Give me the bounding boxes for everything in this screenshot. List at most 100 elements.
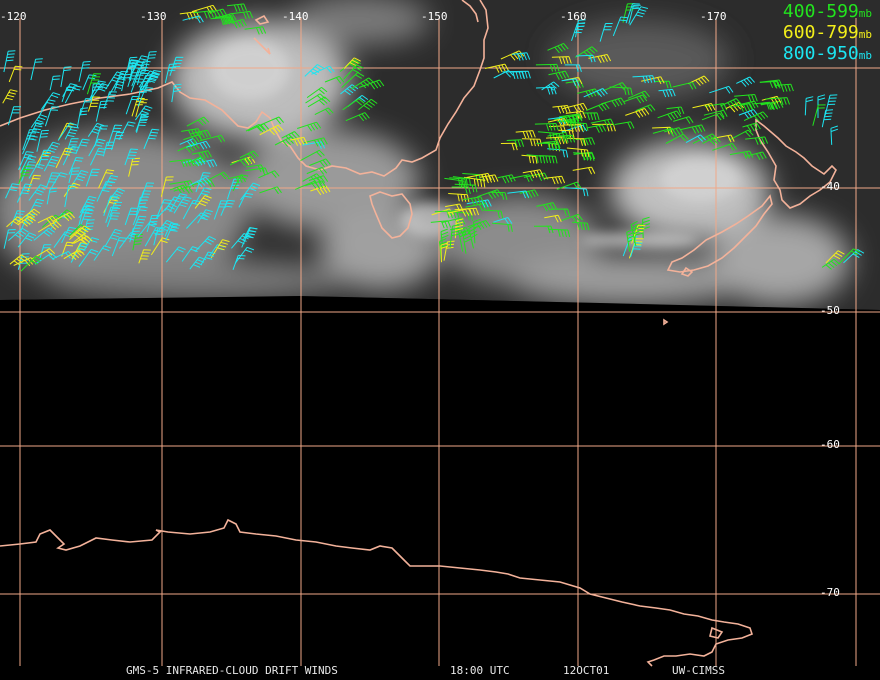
wind-barb [760,102,779,111]
wind-barb [358,79,385,90]
wind-barb [135,60,151,79]
wind-barb [630,242,643,258]
wind-barb [259,124,284,136]
wind-barb [565,110,586,119]
wind-barb [240,182,261,201]
wind-barb [711,134,735,143]
latitude-label: -40 [820,180,840,193]
wind-barb [622,3,635,23]
wind-barb [44,106,60,127]
stewart-island [680,266,694,277]
wind-barb [441,217,466,226]
wind-barb [526,154,546,164]
tasmania [369,191,413,239]
wind-barb [632,75,656,84]
wind-barb [244,26,267,35]
wind-barb [10,210,25,227]
wind-barb [454,183,478,193]
wind-barb [13,257,36,267]
wind-barb [830,125,839,145]
wind-barb [89,147,106,166]
wind-barb [572,166,596,175]
wind-barb [169,193,188,213]
wind-barb [19,155,37,174]
wind-barb [635,104,656,112]
wind-barb [49,172,68,191]
wind-barb [8,65,23,83]
wind-barb [562,102,588,113]
wind-barb [191,179,215,188]
wind-barb [533,225,554,234]
wind-barb [564,187,589,197]
wind-barb [193,159,218,168]
wind-barb [625,3,640,24]
wind-barb [775,83,794,92]
wind-barb [70,170,89,187]
wind-barb [440,228,449,247]
wind-barb [186,212,208,229]
wind-barb [80,209,94,226]
wind-barb [64,85,82,104]
wind-barb [66,138,79,154]
wind-barb [712,142,738,151]
product-date: 12OCT01 [563,664,610,677]
wind-barb [812,104,826,126]
wind-barb [143,128,160,150]
wind-barb [462,196,485,206]
wind-barb [93,245,112,261]
wind-barb [664,127,684,137]
wind-barb [552,105,571,114]
wind-barb [87,122,105,137]
wind-barb [843,249,865,264]
wind-barb [625,108,650,118]
wind-barb [759,79,783,88]
wind-barb [114,71,129,91]
wind-barb [191,150,212,160]
wind-barb [314,107,334,116]
wind-barb [281,131,300,142]
wind-barb [214,15,235,24]
wind-barb [512,52,531,61]
wind-barb [300,149,325,162]
wind-barb [193,10,218,19]
wind-barb [440,242,449,263]
wind-barb [63,249,85,260]
wind-barb [297,121,322,132]
wind-barb [477,189,503,199]
wind-barb [78,248,99,267]
wind-barb [259,186,282,195]
wind-barb [547,117,569,127]
wind-barb [523,172,549,182]
wind-barb [500,142,518,151]
wind-barb [186,140,211,150]
product-source: UW-CIMSS [672,664,725,677]
wind-barb [449,177,467,187]
wind-barb [137,221,158,238]
wind-barb [68,157,84,175]
wind-barb [742,122,761,132]
wind-barb [46,187,58,205]
wind-barb [547,42,569,54]
wind-barb [134,105,153,121]
wind-barb [98,169,115,189]
wind-barb [561,114,583,124]
wind-barb [692,133,718,144]
wind-barb [36,129,49,152]
lat-lon-grid [0,18,880,666]
wind-barb [544,214,562,223]
longitude-label: -140 [282,10,309,23]
wind-barb [126,56,138,74]
wind-barb [631,224,646,244]
wind-barb [87,96,101,112]
wind-barb [673,116,694,124]
wind-barb [304,64,324,77]
wind-barb [745,136,769,145]
wind-barb [128,157,141,177]
wind-barb [17,215,36,227]
wind-barb [136,113,149,133]
wind-barb [109,77,126,95]
wind-barb [200,251,216,266]
wind-barb [582,112,600,121]
wind-barb [307,96,331,108]
wind-barb [302,141,326,150]
